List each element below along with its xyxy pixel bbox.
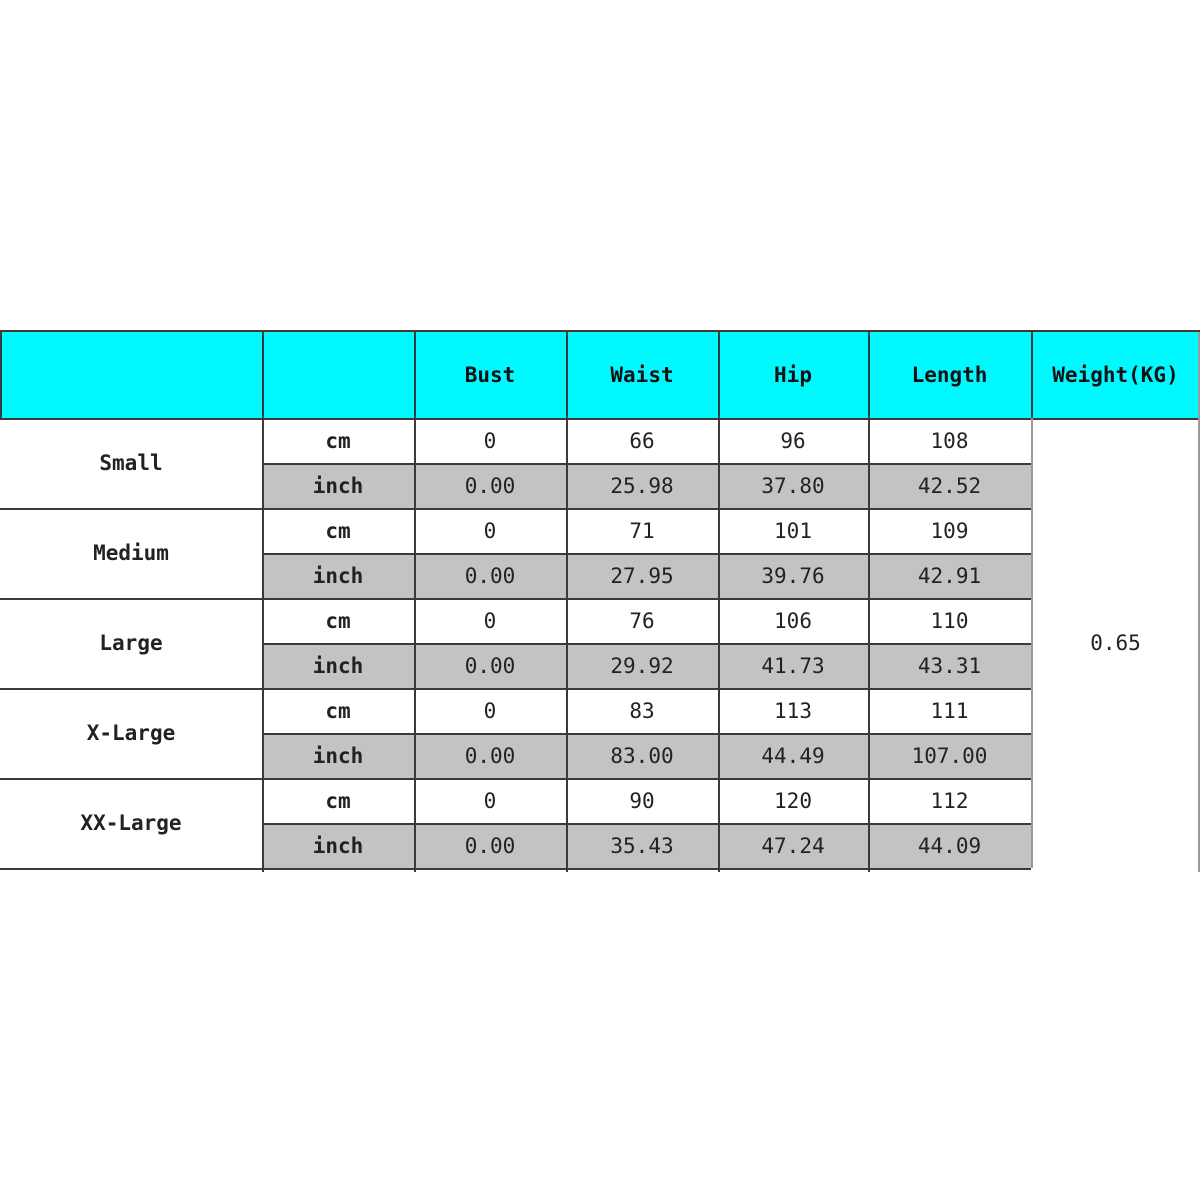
measurement-value: 109 (930, 518, 969, 543)
table-border (0, 330, 1200, 332)
measurement-value: 96 (780, 428, 806, 453)
row-divider (0, 598, 1031, 600)
unit-label: cm (325, 608, 351, 633)
header-waist: Waist (566, 332, 718, 418)
unit-divider (262, 733, 1031, 735)
unit-label: inch (262, 463, 414, 508)
column-divider (1031, 332, 1033, 418)
unit-label: cm (325, 698, 351, 723)
unit-label: inch (262, 733, 414, 778)
size-label: Medium (93, 541, 169, 565)
measurement-value: 0 (483, 518, 497, 543)
column-divider (566, 332, 568, 872)
measurement-value: 41.73 (718, 643, 868, 688)
column-divider (1031, 418, 1033, 868)
column-divider (718, 332, 720, 872)
measurement-value: 0 (483, 788, 497, 813)
unit-label: inch (262, 553, 414, 598)
measurement-value: 113 (774, 698, 812, 723)
unit-divider (262, 823, 1031, 825)
measurement-value: 83.00 (566, 733, 718, 778)
measurement-value: 37.80 (718, 463, 868, 508)
measurement-value: 44.09 (868, 823, 1031, 868)
row-divider (0, 868, 1031, 870)
measurement-value: 101 (774, 518, 812, 543)
header-weight: Weight(KG) (1031, 332, 1200, 418)
unit-divider (262, 463, 1031, 465)
unit-label: inch (262, 643, 414, 688)
measurement-value: 76 (629, 608, 655, 633)
header-hip: Hip (718, 332, 868, 418)
column-divider (868, 332, 870, 872)
measurement-value: 0.00 (414, 553, 566, 598)
measurement-value: 44.49 (718, 733, 868, 778)
size-label: X-Large (86, 721, 176, 745)
header-bust: Bust (414, 332, 566, 418)
unit-divider (262, 643, 1031, 645)
measurement-value: 0.00 (414, 823, 566, 868)
row-divider (0, 418, 1031, 420)
size-label: XX-Large (80, 811, 182, 835)
measurement-value: 0 (483, 698, 497, 723)
measurement-value: 35.43 (566, 823, 718, 868)
measurement-value: 43.31 (868, 643, 1031, 688)
header-length: Length (868, 332, 1031, 418)
header-unit (262, 332, 414, 418)
measurement-value: 107.00 (868, 733, 1031, 778)
row-divider (0, 778, 1031, 780)
measurement-value: 90 (629, 788, 655, 813)
measurement-value: 110 (930, 608, 969, 633)
column-divider (262, 332, 264, 872)
measurement-value: 112 (930, 788, 969, 813)
row-divider (0, 508, 1031, 510)
measurement-value: 71 (629, 518, 655, 543)
measurement-value: 83 (629, 698, 655, 723)
measurement-value: 25.98 (566, 463, 718, 508)
weight-value: 0.65 (1090, 631, 1141, 655)
unit-label: cm (325, 428, 351, 453)
table-edge (0, 332, 2, 418)
size-label: Small (99, 451, 163, 475)
measurement-value: 42.91 (868, 553, 1031, 598)
measurement-value: 29.92 (566, 643, 718, 688)
measurement-value: 66 (629, 428, 655, 453)
measurement-value: 106 (774, 608, 812, 633)
measurement-value: 108 (930, 428, 969, 453)
unit-label: cm (325, 788, 351, 813)
measurement-value: 47.24 (718, 823, 868, 868)
header-size (0, 332, 262, 418)
size-label: Large (99, 631, 163, 655)
measurement-value: 0.00 (414, 463, 566, 508)
measurement-value: 42.52 (868, 463, 1031, 508)
measurement-value: 0 (483, 608, 497, 633)
measurement-value: 27.95 (566, 553, 718, 598)
measurement-value: 120 (774, 788, 812, 813)
row-divider (0, 688, 1031, 690)
unit-label: inch (262, 823, 414, 868)
column-divider (414, 332, 416, 872)
unit-label: cm (325, 518, 351, 543)
measurement-value: 39.76 (718, 553, 868, 598)
measurement-value: 0 (483, 428, 497, 453)
table-edge (1198, 332, 1200, 872)
measurement-value: 0.00 (414, 733, 566, 778)
unit-divider (262, 553, 1031, 555)
measurement-value: 0.00 (414, 643, 566, 688)
measurement-value: 111 (930, 698, 969, 723)
